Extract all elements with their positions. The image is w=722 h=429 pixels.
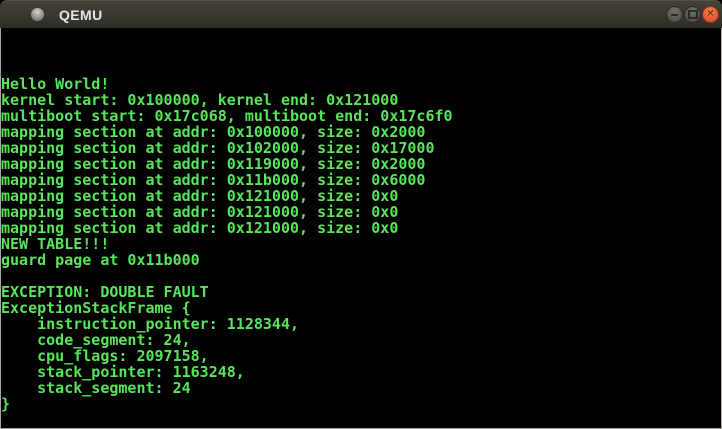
console-line: NEW TABLE!!! — [1, 235, 110, 253]
window-controls: ✕ — [666, 6, 719, 23]
console-line: EXCEPTION: DOUBLE FAULT — [1, 283, 209, 301]
window-title: QEMU — [59, 6, 103, 23]
console-screen[interactable]: Hello World! kernel start: 0x100000, kern… — [0, 28, 722, 429]
console-line: mapping section at addr: 0x11b000, size:… — [1, 171, 426, 189]
console-line — [1, 60, 721, 76]
console-line: mapping section at addr: 0x102000, size:… — [1, 139, 435, 157]
console-line: guard page at 0x11b000 — [1, 251, 200, 269]
console-line — [1, 412, 721, 428]
console-line: kernel start: 0x100000, kernel end: 0x12… — [1, 91, 399, 109]
maximize-icon — [687, 10, 698, 19]
close-button[interactable]: ✕ — [702, 6, 719, 23]
console-line: multiboot start: 0x17c068, multiboot end… — [1, 107, 453, 125]
console-line: mapping section at addr: 0x119000, size:… — [1, 155, 426, 173]
console-line: mapping section at addr: 0x100000, size:… — [1, 123, 426, 141]
console-line: } — [1, 395, 11, 413]
minimize-icon — [671, 13, 678, 16]
console-line: cpu_flags: 2097158, — [1, 347, 209, 365]
console-line: instruction_pointer: 1128344, — [1, 315, 300, 333]
titlebar[interactable]: QEMU ✕ — [0, 0, 722, 28]
console-line: ExceptionStackFrame { — [1, 299, 191, 317]
qemu-app-icon — [31, 8, 44, 21]
console-line: stack_pointer: 1163248, — [1, 363, 245, 381]
maximize-button[interactable] — [684, 6, 701, 23]
console-line — [1, 44, 721, 60]
close-icon: ✕ — [706, 8, 715, 19]
console-line: mapping section at addr: 0x121000, size:… — [1, 203, 399, 221]
console-line: mapping section at addr: 0x121000, size:… — [1, 187, 399, 205]
console-line: Hello World! — [1, 75, 110, 93]
console-line: mapping section at addr: 0x121000, size:… — [1, 219, 399, 237]
minimize-button[interactable] — [666, 6, 683, 23]
console-line — [1, 268, 721, 284]
console-line: code_segment: 24, — [1, 331, 191, 349]
console-line — [1, 28, 721, 44]
console-line: stack_segment: 24 — [1, 379, 191, 397]
